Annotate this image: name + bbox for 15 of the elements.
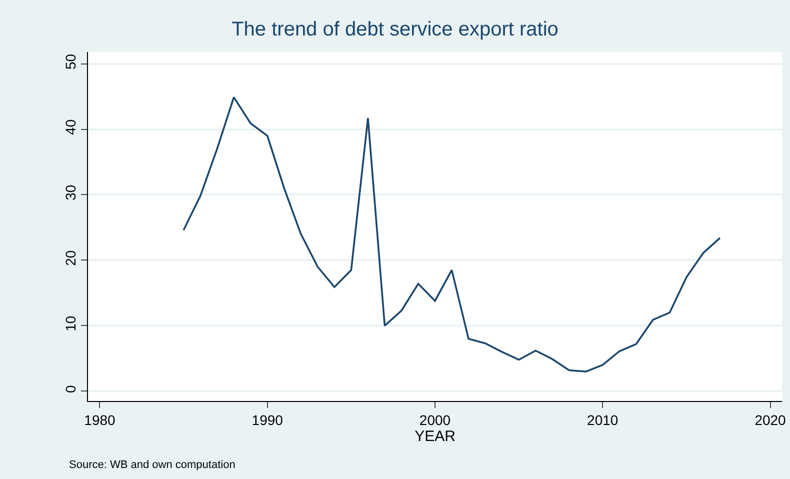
y-tick-label: 20: [62, 250, 78, 266]
y-tick-label: 30: [62, 184, 78, 200]
x-tick-label: 2000: [419, 412, 451, 428]
x-tick-label: 2010: [587, 412, 618, 428]
y-tick-label: 50: [62, 54, 78, 70]
x-axis-title: YEAR: [414, 428, 456, 445]
line-series: [182, 96, 721, 372]
source-note: Source: WB and own computation: [69, 459, 236, 471]
y-tick-label: 0: [62, 384, 78, 393]
y-tick-label: 40: [62, 119, 78, 135]
x-tick-label: 2020: [754, 412, 786, 428]
x-tick-label: 1990: [252, 412, 284, 428]
chart-title: The trend of debt service export ratio: [232, 18, 558, 41]
x-tick-label: 1980: [84, 412, 116, 428]
y-tick-label: 10: [62, 316, 78, 332]
